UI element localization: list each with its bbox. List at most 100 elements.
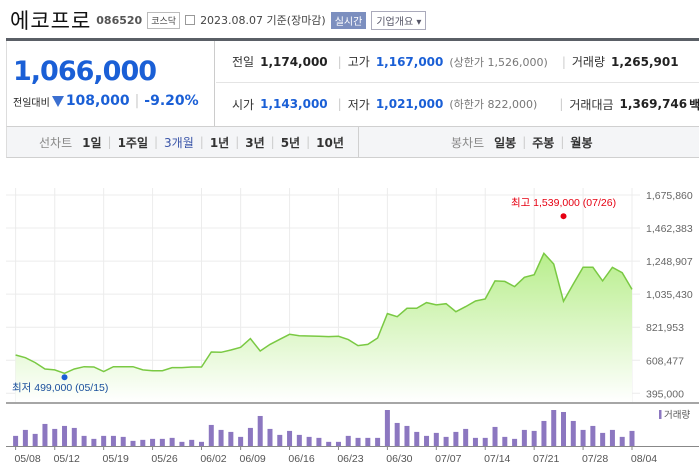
volume-bar (472, 437, 478, 447)
volume-bar (326, 441, 332, 447)
min-label: 최저 499,000 (05/15) (12, 382, 108, 394)
line-chart-tabs: 선차트 1일 | 1주일 | 3개월 | 1년 | 3년 | 5년 | 10년 (39, 127, 344, 157)
separator: | (306, 135, 311, 149)
x-tick-label: 07/07 (435, 453, 461, 465)
tab-line_tabs-6[interactable]: 10년 (316, 135, 344, 150)
y-tick-label: 821,953 (646, 322, 684, 334)
tab-line_tabs-1[interactable]: 1주일 (117, 135, 148, 150)
y-tick-label: 1,675,860 (646, 190, 693, 202)
max-marker (560, 213, 567, 220)
volume-bar (257, 415, 263, 447)
volume-bar (512, 438, 518, 447)
volume-bar (169, 437, 175, 447)
separator: | (235, 135, 240, 149)
y-tick-label: 1,462,383 (646, 223, 693, 235)
volume-bar (247, 427, 253, 447)
stock-code: 086520 (96, 13, 143, 27)
price-line (15, 251, 633, 375)
volume-bar (287, 430, 293, 447)
volume-bar (590, 425, 596, 447)
y-tick-label: 395,000 (646, 388, 684, 400)
volume-bar (218, 429, 224, 447)
x-tick-label: 07/14 (484, 453, 510, 465)
x-tick-label: 07/28 (582, 453, 608, 465)
volume-bar (238, 436, 244, 447)
down-triangle-icon (51, 95, 64, 107)
low-label: 저가 (347, 97, 370, 112)
candle-chart-tabs: 봉차트 일봉 | 주봉 | 월봉 (451, 127, 593, 157)
volume-bar (570, 420, 576, 447)
prev-close-label: 전일 (232, 55, 255, 69)
change-percent: -9.20% (144, 93, 199, 109)
company-info-dropdown[interactable]: 기업개요 ▾ (371, 10, 427, 30)
current-price: 1,066,000 (13, 56, 157, 87)
volume-bar (443, 436, 449, 447)
volume-bar (208, 424, 214, 447)
volume-label: 거래량 (571, 55, 605, 69)
volume-bar (404, 425, 410, 447)
volume-bar (335, 441, 341, 447)
volume-bar (296, 434, 302, 447)
volume-bar (414, 431, 420, 447)
volume-bar (541, 420, 547, 447)
realtime-button[interactable]: 실시간 (330, 11, 367, 29)
amount-unit: 백만 (689, 97, 699, 112)
divider (358, 127, 359, 157)
volume-bar (482, 437, 488, 447)
volume-bar (198, 441, 204, 447)
tab-line_tabs-0[interactable]: 1일 (82, 135, 102, 150)
x-tick-label: 05/08 (14, 453, 40, 465)
separator: | (199, 135, 204, 149)
divider (6, 38, 699, 41)
volume-bar (101, 435, 107, 447)
volume-bar (267, 428, 273, 447)
separator: | (154, 135, 159, 149)
volume-bar (316, 437, 322, 447)
volume-bar (62, 425, 68, 447)
line-chart-caption: 선차트 (39, 135, 73, 150)
stock-name: 에코프로 (10, 9, 92, 33)
volume-bar (394, 422, 400, 447)
calendar-icon (185, 15, 196, 25)
volume-bar (120, 436, 126, 447)
open-label: 시가 (232, 97, 255, 112)
volume-bar (150, 438, 156, 447)
volume-bar (609, 429, 615, 447)
open-value: 1,143,000 (260, 97, 328, 111)
volume-bar (277, 434, 283, 447)
prev-close-value: 1,174,000 (260, 54, 328, 69)
x-tick-label: 05/19 (103, 453, 129, 465)
volume-bar (140, 439, 146, 447)
x-tick-label: 06/02 (200, 453, 226, 465)
tab-line_tabs-3[interactable]: 1년 (209, 135, 230, 150)
tab-line_tabs-4[interactable]: 3년 (245, 135, 265, 150)
tab-candle_tabs-1[interactable]: 주봉 (532, 135, 555, 150)
tab-line_tabs-5[interactable]: 5년 (280, 135, 301, 150)
volume-bar (600, 432, 606, 447)
volume-bar (22, 429, 28, 447)
separator: | (522, 135, 527, 149)
tab-line_tabs-2[interactable]: 3개월 (164, 135, 194, 150)
max-label: 최고 1,539,000 (07/26) (511, 197, 616, 209)
volume-legend-swatch (659, 410, 662, 419)
amount-value: 1,369,746 (619, 97, 688, 111)
volume-bar (228, 431, 234, 447)
volume-bar (189, 439, 195, 447)
amount-label: 거래대금 (569, 97, 614, 112)
volume-bar (424, 435, 430, 447)
volume-bar (179, 441, 185, 447)
separator: | (107, 135, 112, 149)
tab-candle_tabs-2[interactable]: 월봉 (570, 135, 593, 150)
tab-candle_tabs-0[interactable]: 일봉 (494, 135, 517, 150)
upper-limit: (상한가 1,526,000) (449, 55, 548, 69)
volume-bar (13, 435, 19, 447)
volume-bar (453, 431, 459, 447)
x-tick-label: 06/09 (239, 453, 265, 465)
volume-bar (159, 438, 165, 447)
x-tick-label: 06/16 (288, 453, 314, 465)
volume-bar (433, 432, 439, 447)
price-area (15, 253, 633, 402)
market-badge: 코스닥 (147, 11, 181, 29)
x-tick-label: 08/04 (631, 453, 657, 465)
y-tick-label: 1,248,907 (646, 256, 693, 268)
